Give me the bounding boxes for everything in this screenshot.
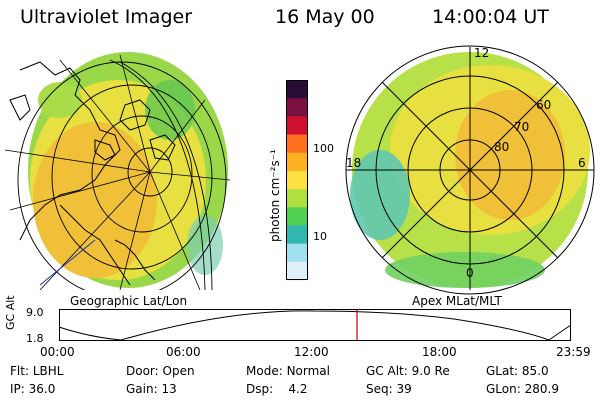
coastline [9,94,31,121]
time-label: 14:00:04 UT [432,6,549,28]
colorbar-segment [286,207,308,226]
apex-caption: Apex MLat/MLT [412,294,502,308]
colorbar-tick-100: 100 [313,142,334,155]
mlt-label-0: 0 [466,266,474,280]
mlat-label-70: 70 [514,120,530,134]
status-gain: Gain: 13 [126,382,177,396]
colorbar-unit-label: photon cm⁻²s⁻¹ [268,149,282,242]
coastline [59,204,131,286]
mlt-label-12: 12 [474,46,490,60]
colorbar-segment [286,152,308,172]
time-tick-1200: 12:00 [294,345,329,359]
colorbar-segment [286,80,308,99]
coastline [119,99,151,131]
status-ip: IP: 36.0 [10,382,56,396]
latitude-circle [51,84,213,270]
colorbar-segment [286,261,308,281]
time-tick-2359: 23:59 [556,345,591,359]
colorbar-segment [286,98,308,117]
colorbar-segment [286,116,308,136]
mlt-line-diagonal [381,81,559,259]
gc-alt-bottom-value: 1.8 [26,332,44,345]
limb-arc [109,59,206,290]
status-seq: Seq: 39 [366,382,412,396]
time-tick-1800: 18:00 [422,345,457,359]
mlt-label-6: 6 [578,156,586,170]
status-dsp: Dsp: 4.2 [246,382,308,396]
colorbar-segment [286,170,308,190]
meridian-line [59,59,151,173]
mlat-label-60: 60 [536,98,552,112]
time-tick-0600: 06:00 [166,345,201,359]
emission-patch [38,82,82,118]
date-label: 16 May 00 [275,6,375,28]
emission-patch [145,80,195,140]
coastline [149,134,176,161]
gc-alt-axis-label: GC Alt [4,295,17,330]
emission-patch [385,252,545,288]
coastline [114,239,156,281]
status-gc-alt: GC Alt: 9.0 Re [366,364,450,378]
gc-alt-timeline [58,309,572,341]
instrument-title: Ultraviolet Imager [20,6,193,28]
timeline-frame [59,309,571,341]
coastline [19,61,121,241]
emission-patch [350,150,410,240]
meridian-line [149,171,201,290]
meridian-line [149,171,231,181]
emission-inner [455,90,565,220]
emission-inner [33,122,157,278]
colorbar-segment [286,134,308,154]
terminator-line [39,239,96,286]
status-flt: Flt: LBHL [10,364,64,378]
mlt-label-18: 18 [346,156,362,170]
coastline [94,139,116,161]
geographic-caption: Geographic Lat/Lon [70,294,188,308]
colorbar-segment [286,189,308,208]
gc-alt-top-value: 9.0 [26,306,44,319]
meridian-line [9,171,151,211]
latitude-circle [91,115,193,233]
status-glon: GLon: 280.9 [486,382,559,396]
time-tick-0000: 00:00 [40,345,75,359]
meridian-line [119,54,151,173]
latitude-circle [127,147,173,197]
apex-polar-map [345,45,595,295]
status-mode: Mode: Normal [246,364,330,378]
meridian-line [119,171,151,290]
meridian-line [149,99,206,173]
mlat-label-80: 80 [494,140,510,154]
colorbar-frame [286,80,308,280]
colorbar-segment [286,243,308,263]
meridian-line [4,149,151,173]
colorbar-segment [286,225,308,245]
limb-arc [119,61,213,290]
colorbar [286,80,308,281]
status-glat: GLat: 85.0 [486,364,549,378]
status-door: Door: Open [126,364,195,378]
colorbar-tick-10: 10 [313,230,327,243]
emission-patch [187,215,223,275]
geographic-map [4,52,231,290]
